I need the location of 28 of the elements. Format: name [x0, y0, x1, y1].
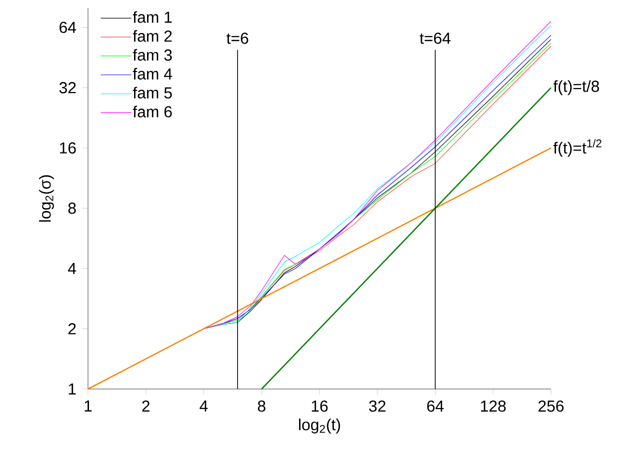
ref-line-label: t=6: [226, 32, 248, 44]
x-tick-label: 8: [258, 400, 266, 412]
x-tick-label: 4: [200, 400, 208, 412]
y-tick-label: 1: [68, 384, 76, 394]
y-tick-label: 2: [68, 323, 76, 334]
y-axis-title: log$_{2}$(σ): [39, 175, 54, 222]
x-tick-label: 32: [369, 400, 386, 412]
legend-label: fam 3: [132, 49, 172, 61]
y-tick-label: 32: [59, 82, 76, 94]
annotation: f(t)=t$^{1/2}$: [553, 139, 602, 157]
legend-label: fam 2: [132, 30, 172, 42]
x-axis-title: log$_{2}$(t): [299, 418, 340, 434]
x-tick-label: 256: [538, 400, 564, 412]
legend-label: fam 5: [132, 86, 172, 99]
legend-label: fam 1: [132, 11, 172, 23]
legend-label: fam 6: [132, 106, 172, 118]
y-tick-label: 8: [68, 202, 76, 214]
y-tick-label: 16: [60, 142, 76, 154]
ref-line-label: t=64: [420, 32, 451, 44]
x-tick-label: 1: [84, 400, 92, 412]
x-tick-label: 2: [142, 400, 150, 412]
legend-label: fam 4: [132, 68, 172, 80]
y-tick-label: 4: [68, 262, 76, 274]
annotation: f(t)=t/8: [553, 80, 600, 96]
x-tick-label: 16: [312, 400, 328, 412]
x-tick-label: 128: [481, 400, 506, 412]
y-tick-label: 64: [60, 22, 76, 34]
x-tick-label: 64: [427, 400, 444, 412]
